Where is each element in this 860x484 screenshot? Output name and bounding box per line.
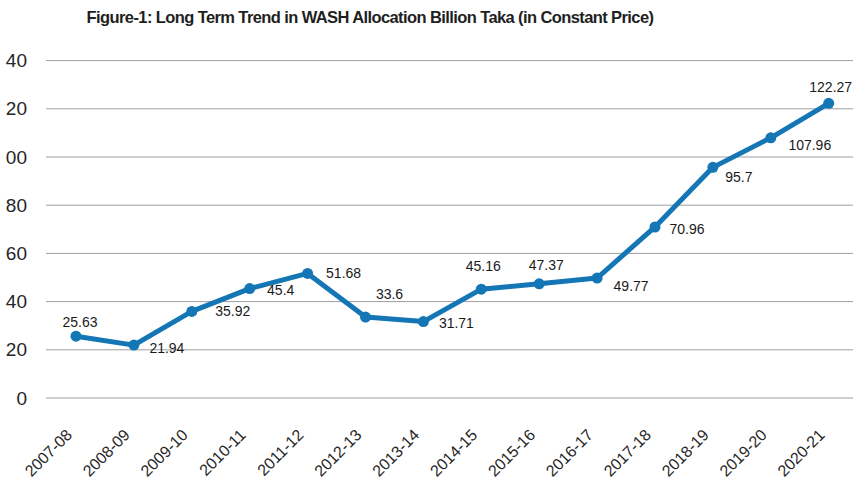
data-point-marker [534, 278, 545, 289]
data-point-marker [71, 331, 82, 342]
y-tick-label: 20 [6, 339, 27, 360]
data-point-label: 51.68 [326, 265, 361, 281]
x-tick-label: 2019-20 [716, 426, 770, 480]
data-point-marker [418, 316, 429, 327]
y-tick-label: 40 [6, 291, 27, 312]
data-point-marker [650, 221, 661, 232]
x-tick-label: 2017-18 [601, 426, 655, 480]
x-tick-label: 2014-15 [427, 426, 481, 480]
data-point-label: 45.4 [267, 282, 294, 298]
x-tick-label: 2007-08 [22, 426, 76, 480]
x-tick-label: 2016-17 [543, 426, 597, 480]
x-tick-label: 2020-21 [774, 426, 828, 480]
chart-page: Figure-1: Long Term Trend in WASH Alloca… [0, 0, 860, 484]
data-point-marker [823, 98, 834, 109]
data-point-marker [186, 306, 197, 317]
data-point-label: 95.7 [725, 169, 752, 185]
data-point-label: 122.27 [809, 79, 852, 95]
data-point-marker [302, 268, 313, 279]
data-point-marker [592, 273, 603, 284]
x-tick-label: 2010-11 [196, 426, 249, 479]
x-tick-label: 2013-14 [369, 426, 423, 480]
y-tick-label: 80 [6, 195, 27, 216]
x-tick-label: 2011-12 [254, 426, 307, 479]
data-point-label: 47.37 [529, 257, 564, 273]
data-point-label: 31.71 [439, 315, 474, 331]
y-tick-label: 0 [16, 388, 27, 409]
data-point-marker [244, 283, 255, 294]
line-chart: 0 20 40 60 80 00 20 40 2007-082008-092009-102010… [0, 0, 860, 484]
y-tick-label: 20 [6, 98, 27, 119]
data-point-marker [128, 340, 139, 351]
data-point-label: 33.6 [376, 286, 403, 302]
data-point-label: 45.16 [466, 258, 501, 274]
y-tick-label: 00 [6, 147, 27, 168]
data-point-marker [707, 162, 718, 173]
data-point-label: 70.96 [669, 221, 704, 237]
y-tick-label: 40 [6, 50, 27, 71]
data-point-label: 107.96 [788, 137, 831, 153]
data-point-label: 35.92 [215, 303, 250, 319]
x-tick-label: 2009-10 [137, 426, 191, 480]
data-point-label: 21.94 [149, 340, 184, 356]
data-point-label: 49.77 [614, 278, 649, 294]
data-point-marker [360, 312, 371, 323]
x-tick-label: 2018-19 [658, 426, 712, 480]
data-point-label: 25.63 [62, 314, 97, 330]
data-point-marker [765, 132, 776, 143]
y-tick-label: 60 [6, 243, 27, 264]
data-point-marker [476, 284, 487, 295]
x-tick-label: 2015-16 [485, 426, 539, 480]
x-tick-label: 2012-13 [311, 426, 365, 480]
x-tick-label: 2008-09 [79, 426, 133, 480]
